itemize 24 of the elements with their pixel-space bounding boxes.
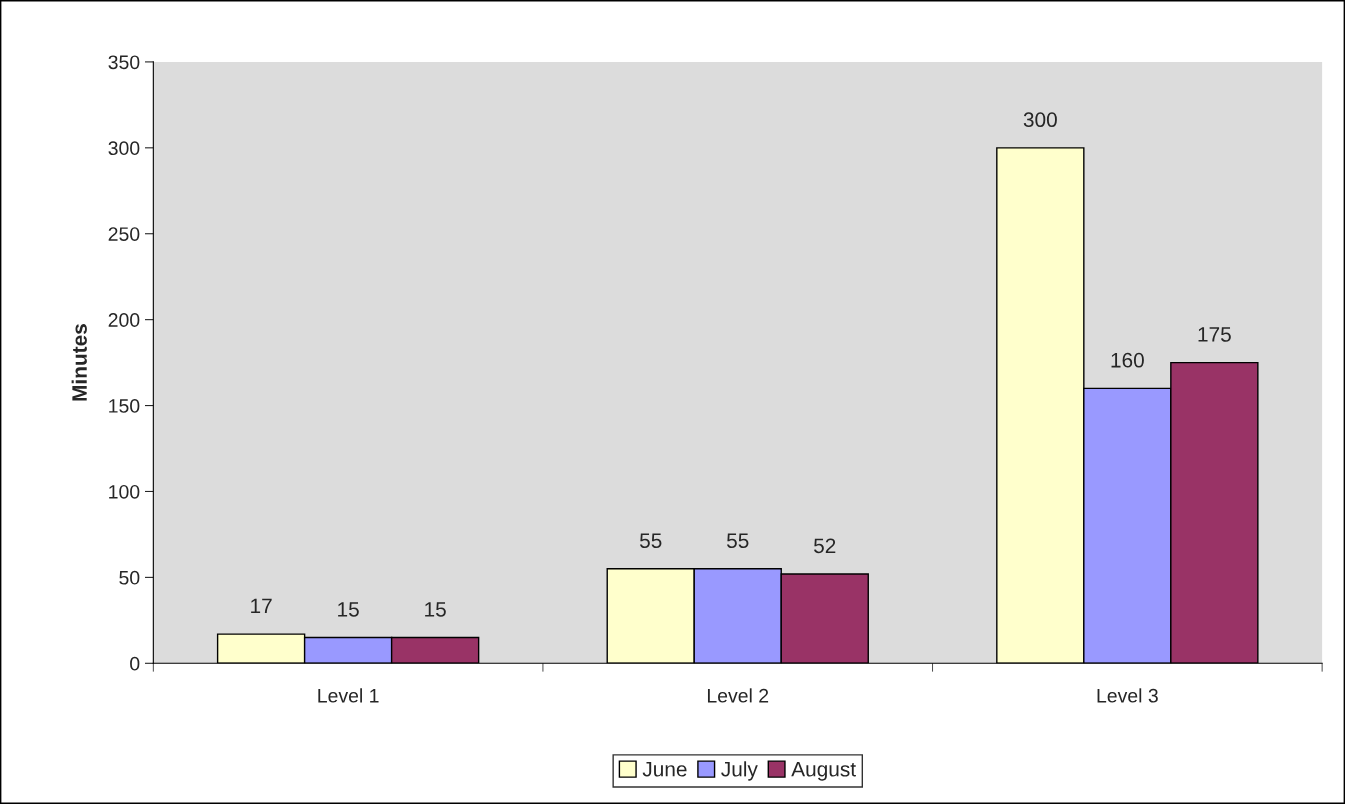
- data-label: 52: [813, 538, 836, 554]
- y-tick-label: 100: [109, 484, 140, 499]
- y-axis-title: Minutes: [71, 324, 87, 401]
- data-label: 160: [1111, 352, 1144, 368]
- data-label: 175: [1198, 327, 1231, 342]
- y-tick-label: 50: [119, 570, 140, 585]
- y-tick-label: 250: [108, 227, 140, 241]
- x-tick-label: Level 1: [318, 688, 379, 703]
- x-tick-label: Level 2: [707, 688, 769, 703]
- legend-label: June: [642, 762, 687, 777]
- y-tick-label: 0: [130, 656, 140, 671]
- x-tick-label: Level 3: [1097, 688, 1158, 703]
- data-label: 15: [338, 602, 359, 617]
- y-tick-label: 200: [108, 313, 140, 327]
- legend-label: July: [721, 761, 758, 781]
- data-label: 17: [251, 598, 272, 614]
- y-tick-label: 150: [109, 399, 140, 413]
- legend-label: August: [791, 762, 856, 781]
- y-tick-label: 350: [108, 55, 140, 70]
- data-label: 300: [1023, 112, 1057, 128]
- data-label: 15: [425, 602, 446, 617]
- data-label: 55: [639, 533, 662, 549]
- data-label: 55: [726, 533, 749, 549]
- y-tick-label: 300: [108, 141, 140, 156]
